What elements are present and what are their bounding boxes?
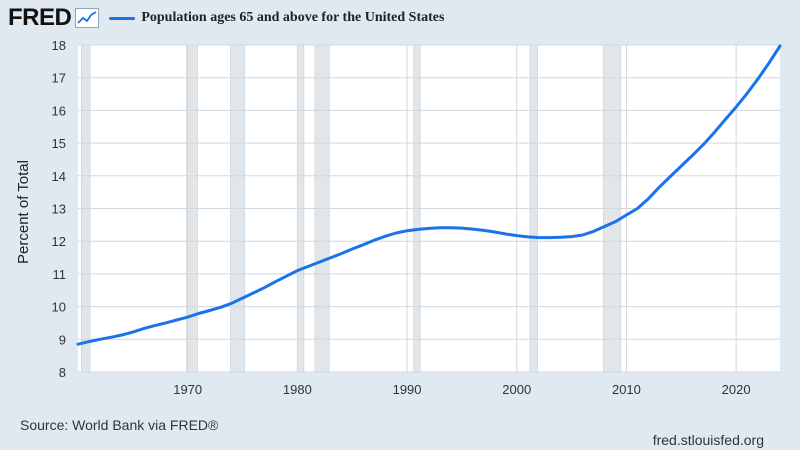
y-tick-label: 9 [59,332,66,347]
source-note: Source: World Bank via FRED® [20,417,219,433]
fred-logo[interactable]: FRED [8,4,72,31]
y-axis-label: Percent of Total [15,160,32,264]
y-tick-label: 13 [52,202,66,217]
x-tick-label: 1990 [393,382,422,397]
y-tick-label: 10 [52,300,66,315]
site-credit[interactable]: fred.stlouisfed.org [652,432,764,448]
x-tick-label: 1980 [283,382,312,397]
y-axis: 8 9 10 11 12 13 14 15 16 17 18 [52,38,66,380]
x-tick-label: 1970 [173,382,202,397]
x-axis: 1970 1980 1990 2000 2010 2020 [173,382,750,397]
gridlines [78,44,780,373]
legend-swatch [109,16,136,20]
x-tick-label: 2010 [612,382,641,397]
chart-header: FRED Population ages 65 and above for th… [8,4,444,32]
x-tick-label: 2020 [722,382,751,397]
y-tick-label: 16 [52,103,66,118]
y-tick-label: 18 [52,38,66,53]
y-tick-label: 8 [59,365,66,380]
y-tick-label: 14 [52,169,66,184]
y-tick-label: 17 [52,71,66,86]
series-line [76,44,782,346]
legend-label: Population ages 65 and above for the Uni… [141,10,445,25]
line-graph-icon [75,8,100,28]
x-tick-label: 2000 [502,382,531,397]
y-tick-label: 11 [53,267,67,282]
y-tick-label: 12 [52,234,66,249]
y-tick-label: 15 [52,136,66,151]
chart-legend: Population ages 65 and above for the Uni… [109,10,444,26]
